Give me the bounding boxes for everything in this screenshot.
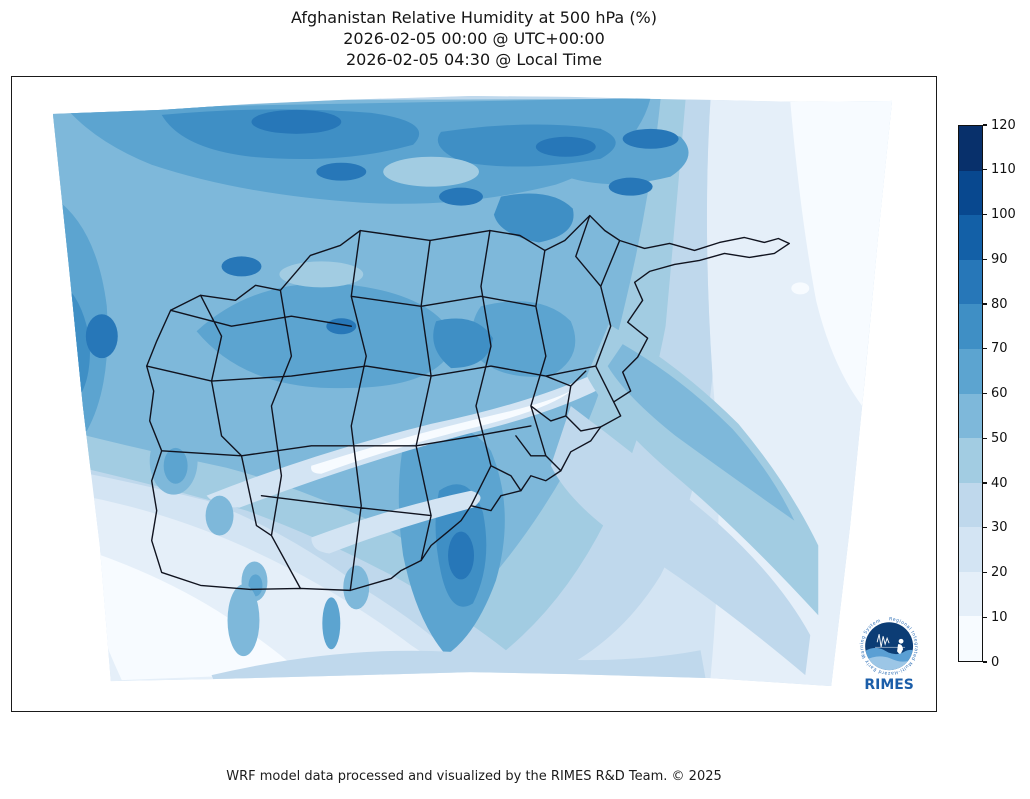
tick-mark bbox=[983, 661, 987, 663]
tick-mark bbox=[983, 169, 987, 171]
figure-title: Afghanistan Relative Humidity at 500 hPa… bbox=[11, 7, 937, 70]
colorbar-tick-label: 60 bbox=[991, 386, 1008, 401]
tick-mark bbox=[983, 482, 987, 484]
footer-credit: WRF model data processed and visualized … bbox=[226, 769, 722, 784]
tick-mark bbox=[983, 124, 987, 126]
colorbar-segment bbox=[959, 126, 982, 171]
colorbar-segment bbox=[959, 304, 982, 349]
colorbar-swatches bbox=[958, 125, 983, 662]
colorbar-tick: 80 bbox=[983, 297, 1008, 312]
tick-mark bbox=[983, 437, 987, 439]
colorbar-tick: 50 bbox=[983, 431, 1008, 446]
colorbar-tick-label: 80 bbox=[991, 296, 1008, 312]
person-body bbox=[897, 644, 904, 656]
title-line-variable: Afghanistan Relative Humidity at 500 hPa… bbox=[290, 8, 657, 27]
colorbar-tick-label: 20 bbox=[991, 565, 1008, 580]
map-canvas: Regional Integrated Multi-Hazard Early W… bbox=[52, 95, 921, 693]
seismograph-icon bbox=[876, 634, 890, 648]
colorbar-tick-label: 70 bbox=[991, 341, 1008, 357]
tick-mark bbox=[983, 616, 987, 618]
map-axes-frame: Regional Integrated Multi-Hazard Early W… bbox=[11, 76, 937, 712]
colorbar-tick: 120 bbox=[983, 118, 1016, 133]
colorbar-tick: 100 bbox=[983, 207, 1016, 222]
colorbar-segment bbox=[959, 527, 982, 572]
colorbar-tick: 40 bbox=[983, 476, 1008, 491]
colorbar-segment bbox=[959, 571, 982, 617]
colorbar-tick-label: 0 bbox=[991, 654, 1000, 670]
humidity-contour-field bbox=[52, 95, 893, 687]
colorbar-tick-label: 90 bbox=[991, 251, 1008, 267]
tick-mark bbox=[983, 527, 987, 529]
colorbar-tick: 70 bbox=[983, 341, 1008, 356]
colorbar-tick: 10 bbox=[983, 610, 1008, 625]
colorbar-tick-label: 120 bbox=[991, 117, 1016, 133]
colorbar-tick-label: 100 bbox=[991, 207, 1016, 222]
colorbar-segment bbox=[959, 215, 982, 260]
colorbar-tick-label: 10 bbox=[991, 609, 1008, 625]
colorbar-tick: 20 bbox=[983, 565, 1008, 580]
tick-mark bbox=[983, 258, 987, 260]
colorbar-segment bbox=[959, 616, 982, 661]
colorbar-segment bbox=[959, 170, 982, 216]
province-borders bbox=[146, 214, 621, 592]
colorbar-segment bbox=[959, 482, 982, 528]
logo-wordmark: RIMES bbox=[864, 677, 913, 693]
title-line-local-time: 2026-02-05 04:30 @ Local Time bbox=[345, 50, 603, 69]
tick-mark bbox=[983, 303, 987, 305]
person-icon bbox=[898, 638, 904, 644]
colorbar-tick: 110 bbox=[983, 162, 1016, 177]
colorbar-tick: 0 bbox=[983, 655, 999, 670]
colorbar-segment bbox=[959, 348, 982, 394]
colorbar-segment bbox=[959, 393, 982, 439]
rimes-logo: Regional Integrated Multi-Hazard Early W… bbox=[858, 615, 921, 693]
colorbar-tick: 60 bbox=[983, 386, 1008, 401]
tick-mark bbox=[983, 571, 987, 574]
national-border bbox=[146, 214, 791, 592]
tick-mark bbox=[983, 348, 987, 350]
colorbar-segment bbox=[959, 438, 982, 483]
tick-mark bbox=[983, 213, 987, 216]
colorbar-tick: 30 bbox=[983, 520, 1008, 535]
colorbar-tick-label: 50 bbox=[991, 430, 1008, 446]
colorbar: 0 10 20 30 40 50 60 70 80 90 100 110 120 bbox=[958, 118, 1016, 670]
colorbar-tick: 90 bbox=[983, 252, 1008, 267]
colorbar-tick-label: 40 bbox=[991, 475, 1008, 491]
colorbar-segment bbox=[959, 259, 982, 305]
colorbar-tick-label: 30 bbox=[991, 520, 1008, 536]
tick-mark bbox=[983, 392, 987, 395]
colorbar-tick-label: 110 bbox=[991, 162, 1016, 178]
afghanistan-boundaries bbox=[146, 214, 791, 592]
title-line-utc-time: 2026-02-05 00:00 @ UTC+00:00 bbox=[343, 29, 605, 48]
